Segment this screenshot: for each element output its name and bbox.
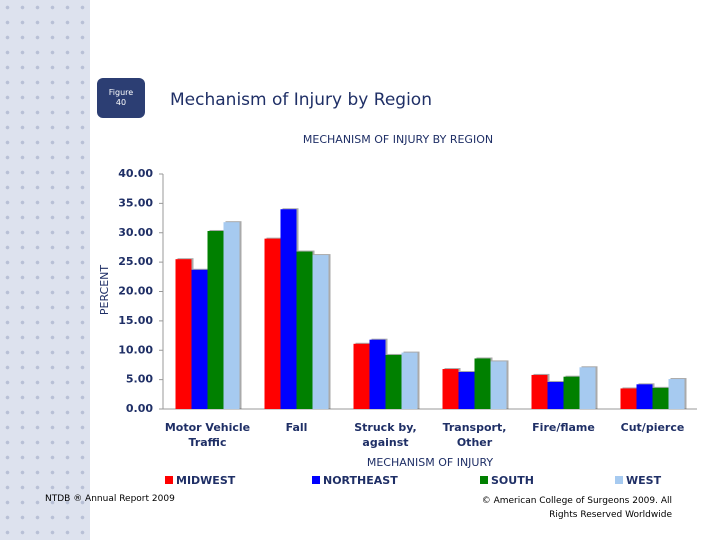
- bar: [353, 343, 370, 409]
- y-tick-label: 0.00: [126, 402, 153, 415]
- y-tick-label: 20.00: [118, 285, 153, 298]
- y-tick-label: 40.00: [118, 167, 153, 180]
- bar: [207, 230, 224, 409]
- footer-right: © American College of Surgeons 2009. All…: [481, 496, 672, 520]
- bar: [474, 358, 491, 409]
- bar: [296, 251, 313, 409]
- bar: [191, 269, 208, 409]
- x-tick-label: Transport, Other: [442, 421, 507, 449]
- bar: [579, 367, 596, 409]
- chart-title: MECHANISM OF INJURY BY REGION: [303, 133, 493, 146]
- bar: [280, 209, 297, 409]
- bar: [369, 339, 386, 409]
- x-tick-label: Fall: [285, 421, 308, 434]
- bar: [385, 354, 402, 409]
- bar: [264, 238, 281, 409]
- y-axis-label: PERCENT: [98, 265, 111, 316]
- bar: [636, 384, 653, 409]
- footer-left: NTDB ® Annual Report 2009: [45, 494, 175, 504]
- bar: [668, 379, 685, 409]
- decorative-strip: [0, 0, 90, 540]
- legend-swatch: [312, 476, 320, 484]
- legend-swatch: [480, 476, 488, 484]
- legend-label: MIDWEST: [176, 474, 236, 487]
- y-tick-label: 35.00: [118, 196, 153, 209]
- bar: [563, 376, 580, 409]
- x-tick-label: Fire/flame: [532, 421, 595, 434]
- bar: [223, 222, 240, 409]
- slide-title: Mechanism of Injury by Region: [170, 90, 432, 110]
- bar: [175, 259, 192, 409]
- bar: [490, 361, 507, 409]
- x-tick-label: Cut/pierce: [620, 421, 685, 434]
- bar: [442, 369, 459, 409]
- y-tick-label: 5.00: [126, 373, 153, 386]
- bar: [652, 387, 669, 409]
- bar: [458, 371, 475, 409]
- bar: [547, 381, 564, 409]
- bar: [401, 352, 418, 409]
- bar: [531, 374, 548, 409]
- legend-label: SOUTH: [491, 474, 534, 487]
- legend-label: WEST: [626, 474, 662, 487]
- legend-label: NORTHEAST: [323, 474, 398, 487]
- y-tick-label: 30.00: [118, 226, 153, 239]
- y-tick-label: 10.00: [118, 343, 153, 356]
- y-tick-label: 25.00: [118, 255, 153, 268]
- figure-badge: Figure 40: [97, 78, 145, 118]
- legend-swatch: [615, 476, 623, 484]
- x-tick-label: Motor Vehicle Traffic: [164, 421, 251, 449]
- bar: [312, 255, 329, 409]
- bar: [620, 388, 637, 409]
- y-tick-label: 15.00: [118, 314, 153, 327]
- x-axis-label: MECHANISM OF INJURY: [367, 456, 494, 469]
- x-tick-label: Struck by, against: [354, 421, 417, 449]
- legend-swatch: [165, 476, 173, 484]
